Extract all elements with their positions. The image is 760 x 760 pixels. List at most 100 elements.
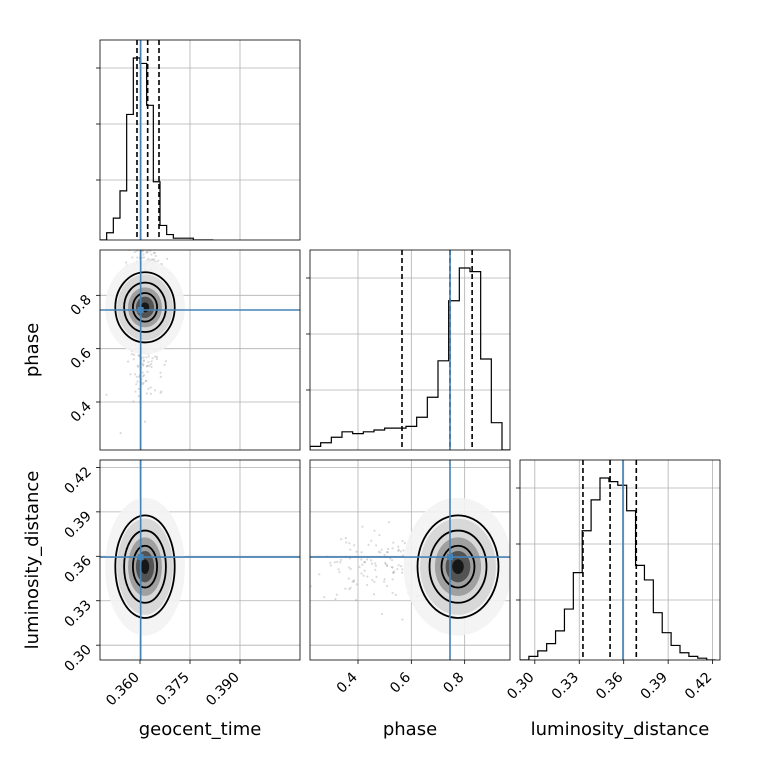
sample-point: [349, 548, 352, 551]
sample-point: [147, 257, 150, 260]
sample-point: [145, 234, 147, 236]
x-tick-label: 0.375: [153, 670, 193, 710]
sample-point: [135, 383, 138, 386]
sample-point: [146, 364, 149, 367]
sample-point: [127, 225, 129, 227]
sample-point: [142, 363, 145, 366]
sample-point: [149, 386, 152, 389]
sample-point: [400, 571, 404, 574]
sample-point: [137, 387, 140, 391]
sample-point: [131, 256, 134, 259]
sample-point: [391, 578, 394, 581]
panel-luminosity_distance-luminosity_distance: 0.30 0.33 0.36 0.39 0.42: [504, 459, 721, 703]
panel-content: [100, 225, 300, 450]
sample-point: [126, 360, 130, 363]
sample-point: [135, 250, 139, 252]
sample-point: [373, 529, 376, 532]
x-tick-label: 0.39: [638, 670, 671, 703]
sample-point: [141, 375, 145, 378]
y-tick-label: 0.42: [61, 464, 94, 497]
sample-point: [363, 561, 366, 564]
sample-point: [338, 571, 341, 574]
sample-point: [160, 390, 163, 393]
sample-point: [146, 370, 149, 373]
y-tick-label: 0.4: [68, 398, 95, 425]
sample-point: [146, 242, 148, 244]
sample-point: [323, 596, 326, 599]
sample-point: [155, 357, 159, 361]
sample-point: [401, 618, 404, 621]
sample-point: [370, 559, 373, 562]
x-axis-label-geocent-time: geocent_time: [139, 719, 262, 740]
sample-point: [394, 593, 397, 596]
sample-point: [389, 557, 392, 560]
panel-geocent_time-luminosity_distance: 0.360 0.375 0.390 0.30 0.33 0.36 0.39 0.42: [61, 459, 301, 710]
histogram-phase: [310, 267, 510, 450]
sample-point: [135, 248, 137, 250]
sample-point: [367, 543, 370, 546]
sample-point: [142, 253, 145, 256]
sample-point: [403, 542, 406, 545]
y-tick-label: 0.39: [61, 508, 94, 541]
sample-point: [133, 373, 137, 376]
sample-point: [384, 562, 387, 566]
sample-point: [345, 541, 348, 544]
sample-point: [390, 565, 394, 569]
sample-point: [349, 567, 352, 571]
sample-point: [132, 400, 135, 403]
sample-point: [387, 521, 391, 524]
sample-point: [133, 250, 136, 254]
x-tick-label: 0.8: [440, 670, 467, 697]
sample-point: [400, 565, 403, 568]
x-tick-label: 0.33: [549, 670, 582, 703]
sample-point: [374, 562, 377, 565]
sample-point: [143, 374, 146, 377]
sample-point: [164, 360, 167, 363]
sample-point: [386, 547, 390, 550]
density-level: [452, 559, 464, 574]
sample-point: [348, 542, 351, 545]
sample-point: [349, 586, 352, 589]
truth-marker: [447, 554, 453, 561]
sample-point: [149, 250, 152, 252]
panel-geocent_time-geocent_time: [96, 39, 301, 241]
panel-phase-phase: [306, 249, 511, 451]
sample-point: [334, 598, 337, 601]
sample-point: [132, 358, 135, 361]
panel-frame: [99, 39, 301, 241]
sample-point: [348, 588, 351, 591]
sample-point: [141, 256, 144, 259]
sample-point: [163, 363, 166, 366]
sample-point: [397, 545, 400, 548]
histogram-geocent_time: [100, 57, 214, 240]
sample-point: [146, 251, 149, 254]
sample-point: [358, 566, 361, 569]
sample-point: [136, 365, 140, 368]
sample-point: [142, 359, 145, 362]
density-level: [140, 559, 150, 574]
sample-point: [366, 575, 369, 578]
sample-point: [149, 392, 152, 395]
truth-marker: [137, 554, 144, 561]
sample-point: [378, 533, 381, 537]
sample-point: [146, 242, 148, 244]
x-tick-label: 0.360: [103, 670, 143, 710]
sample-point: [145, 251, 148, 254]
sample-point: [397, 549, 400, 552]
sample-point: [148, 247, 150, 249]
sample-point: [145, 392, 148, 395]
sample-point: [147, 361, 150, 364]
contour-line: [416, 514, 500, 619]
sample-point: [135, 243, 137, 245]
sample-point: [340, 538, 343, 541]
x-axis-label-luminosity-distance: luminosity_distance: [531, 719, 710, 740]
sample-point: [159, 371, 162, 374]
sample-point: [392, 571, 395, 574]
truth-marker: [137, 307, 144, 313]
contour-line: [131, 292, 158, 323]
panel-content: [100, 40, 300, 240]
sample-point: [337, 568, 340, 571]
panels: 0.4 0.6 0.8 0.360 0.375 0.390 0.30 0.33 0.36 0.39…: [61, 39, 721, 710]
sample-point: [145, 241, 147, 243]
